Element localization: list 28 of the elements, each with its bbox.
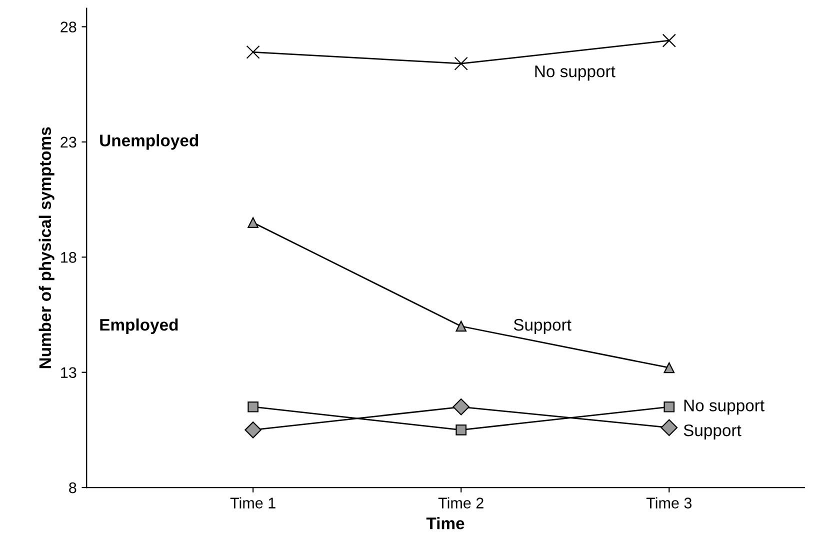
y-tick-label: 18 [61, 252, 76, 263]
point [662, 34, 676, 48]
y-tick-label: 28 [60, 22, 76, 32]
annotation: No support [535, 66, 616, 81]
y-tick-label: 8 [69, 482, 76, 494]
y-tick-label: 23 [60, 136, 76, 148]
point [248, 401, 258, 412]
point [246, 45, 260, 59]
y-axis-title: Number of physical symptoms [38, 127, 54, 368]
point [456, 320, 467, 332]
point [452, 398, 470, 416]
point [664, 362, 675, 374]
x-axis-title: Time [426, 517, 464, 530]
annotation: Employed [100, 318, 178, 334]
point [664, 401, 675, 412]
annotation: Support [684, 424, 742, 440]
x-tick-label: Time 2 [438, 497, 484, 508]
annotation: No support [684, 400, 764, 415]
point [456, 424, 467, 436]
point [454, 56, 468, 70]
point [244, 422, 262, 438]
annotation: Support [514, 318, 572, 334]
point [660, 419, 678, 436]
y-tick-label: 13 [61, 367, 76, 378]
point [248, 217, 258, 228]
annotation: Unemployed [100, 134, 198, 150]
x-tick-label: Time 1 [230, 497, 276, 508]
x-tick-label: Time 3 [646, 497, 692, 508]
